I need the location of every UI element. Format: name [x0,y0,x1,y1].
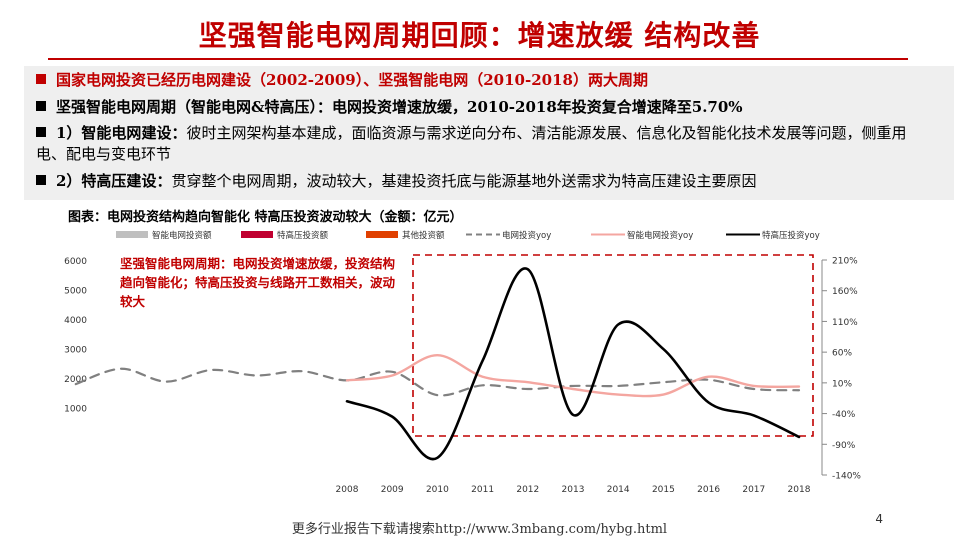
series-line-0 [74,367,801,397]
bullet-3-label: 1）智能电网建设： [56,124,187,142]
x-tick-label-7: 2015 [652,485,675,495]
bullet-4-text: 贯穿整个电网周期，波动较大，基建投资托底与能源基地外送需求为特高压建设主要原因 [171,172,757,190]
x-tick-label-6: 2014 [607,485,630,495]
bullet-2-text: 坚强智能电网周期（智能电网&特高压）：电网投资增速放缓，2010-2018年投资… [56,98,743,116]
bullet-2: 坚强智能电网周期（智能电网&特高压）：电网投资增速放缓，2010-2018年投资… [36,97,936,118]
right-tick-label-5: -40% [832,410,856,420]
right-tick-label-0: 210% [832,257,858,267]
square-bullet-icon [36,175,46,185]
bullet-4: 2）特高压建设：贯穿整个电网周期，波动较大，基建投资托底与能源基地外送需求为特高… [36,171,936,192]
legend-swatch-0 [116,231,148,238]
x-axis: 2008 2009 2010 2011 2012 2013 2014 2015 2016 2017… [336,485,811,495]
bullet-3: 1）智能电网建设：彼时主网架构基本建成，面临资源与需求逆向分布、清洁能源发展、信… [36,123,936,165]
title-underline [48,58,908,60]
legend-label-3: 电网投资yoy [502,230,551,241]
series-line-1 [345,354,801,398]
legend-label-5: 特高压投资yoy [762,230,820,241]
series-line-2 [345,267,801,461]
square-bullet-icon [36,101,46,111]
bullet-1: 国家电网投资已经历电网建设（2002-2009）、坚强智能电网（2010-201… [36,70,936,91]
left-tick-label-0: 1000 [64,405,87,415]
figure-caption: 图表：电网投资结构趋向智能化 特高压投资波动较大（金额：亿元） [68,210,463,225]
left-tick-label-1: 2000 [64,375,87,385]
bullet-panel: 国家电网投资已经历电网建设（2002-2009）、坚强智能电网（2010-201… [24,66,954,200]
chart-legend: 智能电网投资额 特高压投资额 其他投资额 电网投资yoy 智能电网投资yoy 特高压投资y… [116,230,820,241]
bullet-1-text: 国家电网投资已经历电网建设（2002-2009）、坚强智能电网（2010-201… [56,71,648,89]
square-bullet-icon [36,127,46,137]
annotation-box: 坚强智能电网周期：电网投资增速放缓，投资结构趋向智能化；特高压投资与线路开工数相… [120,256,396,309]
right-tick-label-4: 10% [832,379,852,389]
legend-swatch-1 [241,231,273,238]
left-axis: 1000 2000 3000 4000 5000 6000 [64,257,87,415]
right-tick-label-6: -90% [832,441,856,451]
right-tick-label-3: 60% [832,349,852,359]
investment-chart: 智能电网投资额 特高压投资额 其他投资额 电网投资yoy 智能电网投资yoy 特高压投资y… [64,230,861,495]
right-axis: 210% 160% 110% 60% 10% -40% -90% -140% [821,257,861,482]
left-tick-label-4: 5000 [64,287,87,297]
chart-series [74,267,801,461]
highlight-box [412,254,814,437]
left-tick-label-3: 4000 [64,316,87,326]
right-tick-label-7: -140% [832,472,861,482]
x-tick-label-4: 2012 [516,485,539,495]
legend-label-4: 智能电网投资yoy [627,230,693,241]
page-title: 坚强智能电网周期回顾：增速放缓 结构改善 [198,19,761,52]
x-tick-label-8: 2016 [697,485,720,495]
right-tick-label-2: 110% [832,318,858,328]
x-tick-label-1: 2009 [381,485,404,495]
legend-label-2: 其他投资额 [402,230,445,241]
bullet-4-label: 2）特高压建设： [56,172,172,190]
x-tick-label-3: 2011 [471,485,494,495]
page-number: 4 [875,512,883,526]
x-tick-label-2: 2010 [426,485,449,495]
square-bullet-icon [36,74,46,84]
legend-swatch-2 [366,231,398,238]
bullet-3-text: 彼时主网架构基本建成，面临资源与需求逆向分布、清洁能源发展、信息化及智能化技术发… [36,124,907,163]
left-tick-label-5: 6000 [64,257,87,267]
x-tick-label-10: 2018 [788,485,811,495]
footer-link-text: 更多行业报告下载请搜索http://www.3mbang.com/hybg.ht… [291,522,668,537]
right-tick-label-1: 160% [832,287,858,297]
legend-label-0: 智能电网投资额 [152,230,212,241]
legend-label-1: 特高压投资额 [277,230,329,241]
left-tick-label-2: 3000 [64,346,87,356]
x-tick-label-9: 2017 [742,485,765,495]
x-tick-label-0: 2008 [336,485,359,495]
x-tick-label-5: 2013 [562,485,585,495]
chart-annotation: 坚强智能电网周期：电网投资增速放缓，投资结构趋向智能化；特高压投资与线路开工数相… [120,256,396,309]
